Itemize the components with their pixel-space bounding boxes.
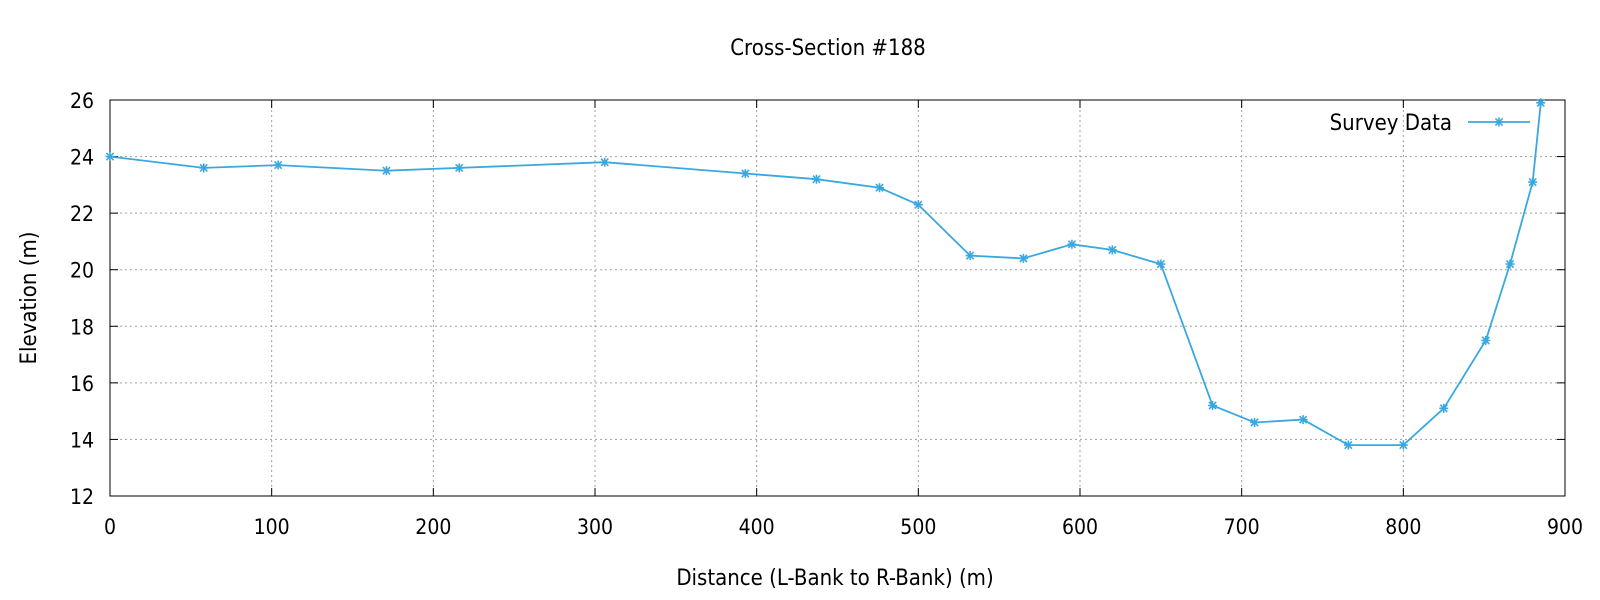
- x-axis-label: Distance (L-Bank to R-Bank) (m): [676, 566, 993, 591]
- x-tick-label: 0: [104, 515, 116, 539]
- series-layer: [105, 98, 1546, 450]
- data-point: [199, 163, 209, 173]
- data-point: [454, 163, 464, 173]
- data-point: [1536, 98, 1546, 108]
- legend-label: Survey Data: [1330, 111, 1452, 136]
- y-tick-label: 16: [70, 372, 94, 396]
- data-point: [273, 160, 283, 170]
- data-point: [1439, 403, 1449, 413]
- data-point: [1528, 177, 1538, 187]
- x-tick-label: 300: [577, 515, 613, 539]
- y-tick-label: 14: [70, 428, 94, 452]
- data-point: [1208, 400, 1218, 410]
- series-line: [109, 102, 1542, 447]
- data-point: [1107, 245, 1117, 255]
- x-tick-label: 700: [1224, 515, 1260, 539]
- y-tick-label: 18: [70, 315, 94, 339]
- data-point: [811, 174, 821, 184]
- data-point: [600, 157, 610, 167]
- data-point: [1481, 335, 1491, 345]
- data-point: [1018, 253, 1028, 263]
- chart-title: Cross-Section #188: [730, 36, 926, 61]
- x-tick-label: 800: [1385, 515, 1421, 539]
- data-point: [1250, 417, 1260, 427]
- data-point: [1343, 440, 1353, 450]
- y-tick-label: 20: [70, 259, 94, 283]
- data-point: [913, 200, 923, 210]
- plot-frame: [109, 99, 1566, 497]
- data-point: [965, 251, 975, 261]
- y-tick-label: 22: [70, 202, 94, 226]
- data-point: [1067, 239, 1077, 249]
- grid: [110, 100, 1565, 496]
- data-point: [1505, 259, 1515, 269]
- data-point: [381, 166, 391, 176]
- x-tick-label: 200: [415, 515, 451, 539]
- legend-marker: [1494, 117, 1504, 127]
- data-point: [740, 169, 750, 179]
- y-axis-label: Elevation (m): [17, 232, 42, 365]
- x-tick-label: 400: [739, 515, 775, 539]
- y-tick-label: 26: [70, 89, 94, 113]
- data-point: [1398, 440, 1408, 450]
- data-point: [105, 152, 115, 162]
- data-point: [1156, 259, 1166, 269]
- data-point: [875, 183, 885, 193]
- legend: Survey Data: [1330, 111, 1530, 136]
- data-point: [1298, 415, 1308, 425]
- x-tick-label: 900: [1547, 515, 1583, 539]
- x-tick-label: 100: [254, 515, 290, 539]
- y-tick-label: 12: [70, 485, 94, 509]
- x-tick-label: 500: [900, 515, 936, 539]
- y-tick-label: 24: [70, 146, 94, 170]
- x-tick-label: 600: [1062, 515, 1098, 539]
- axis-ticks: 0 100 200 300 400 500 600 700 800 900 12 14 16 18 20 22…: [70, 89, 1583, 539]
